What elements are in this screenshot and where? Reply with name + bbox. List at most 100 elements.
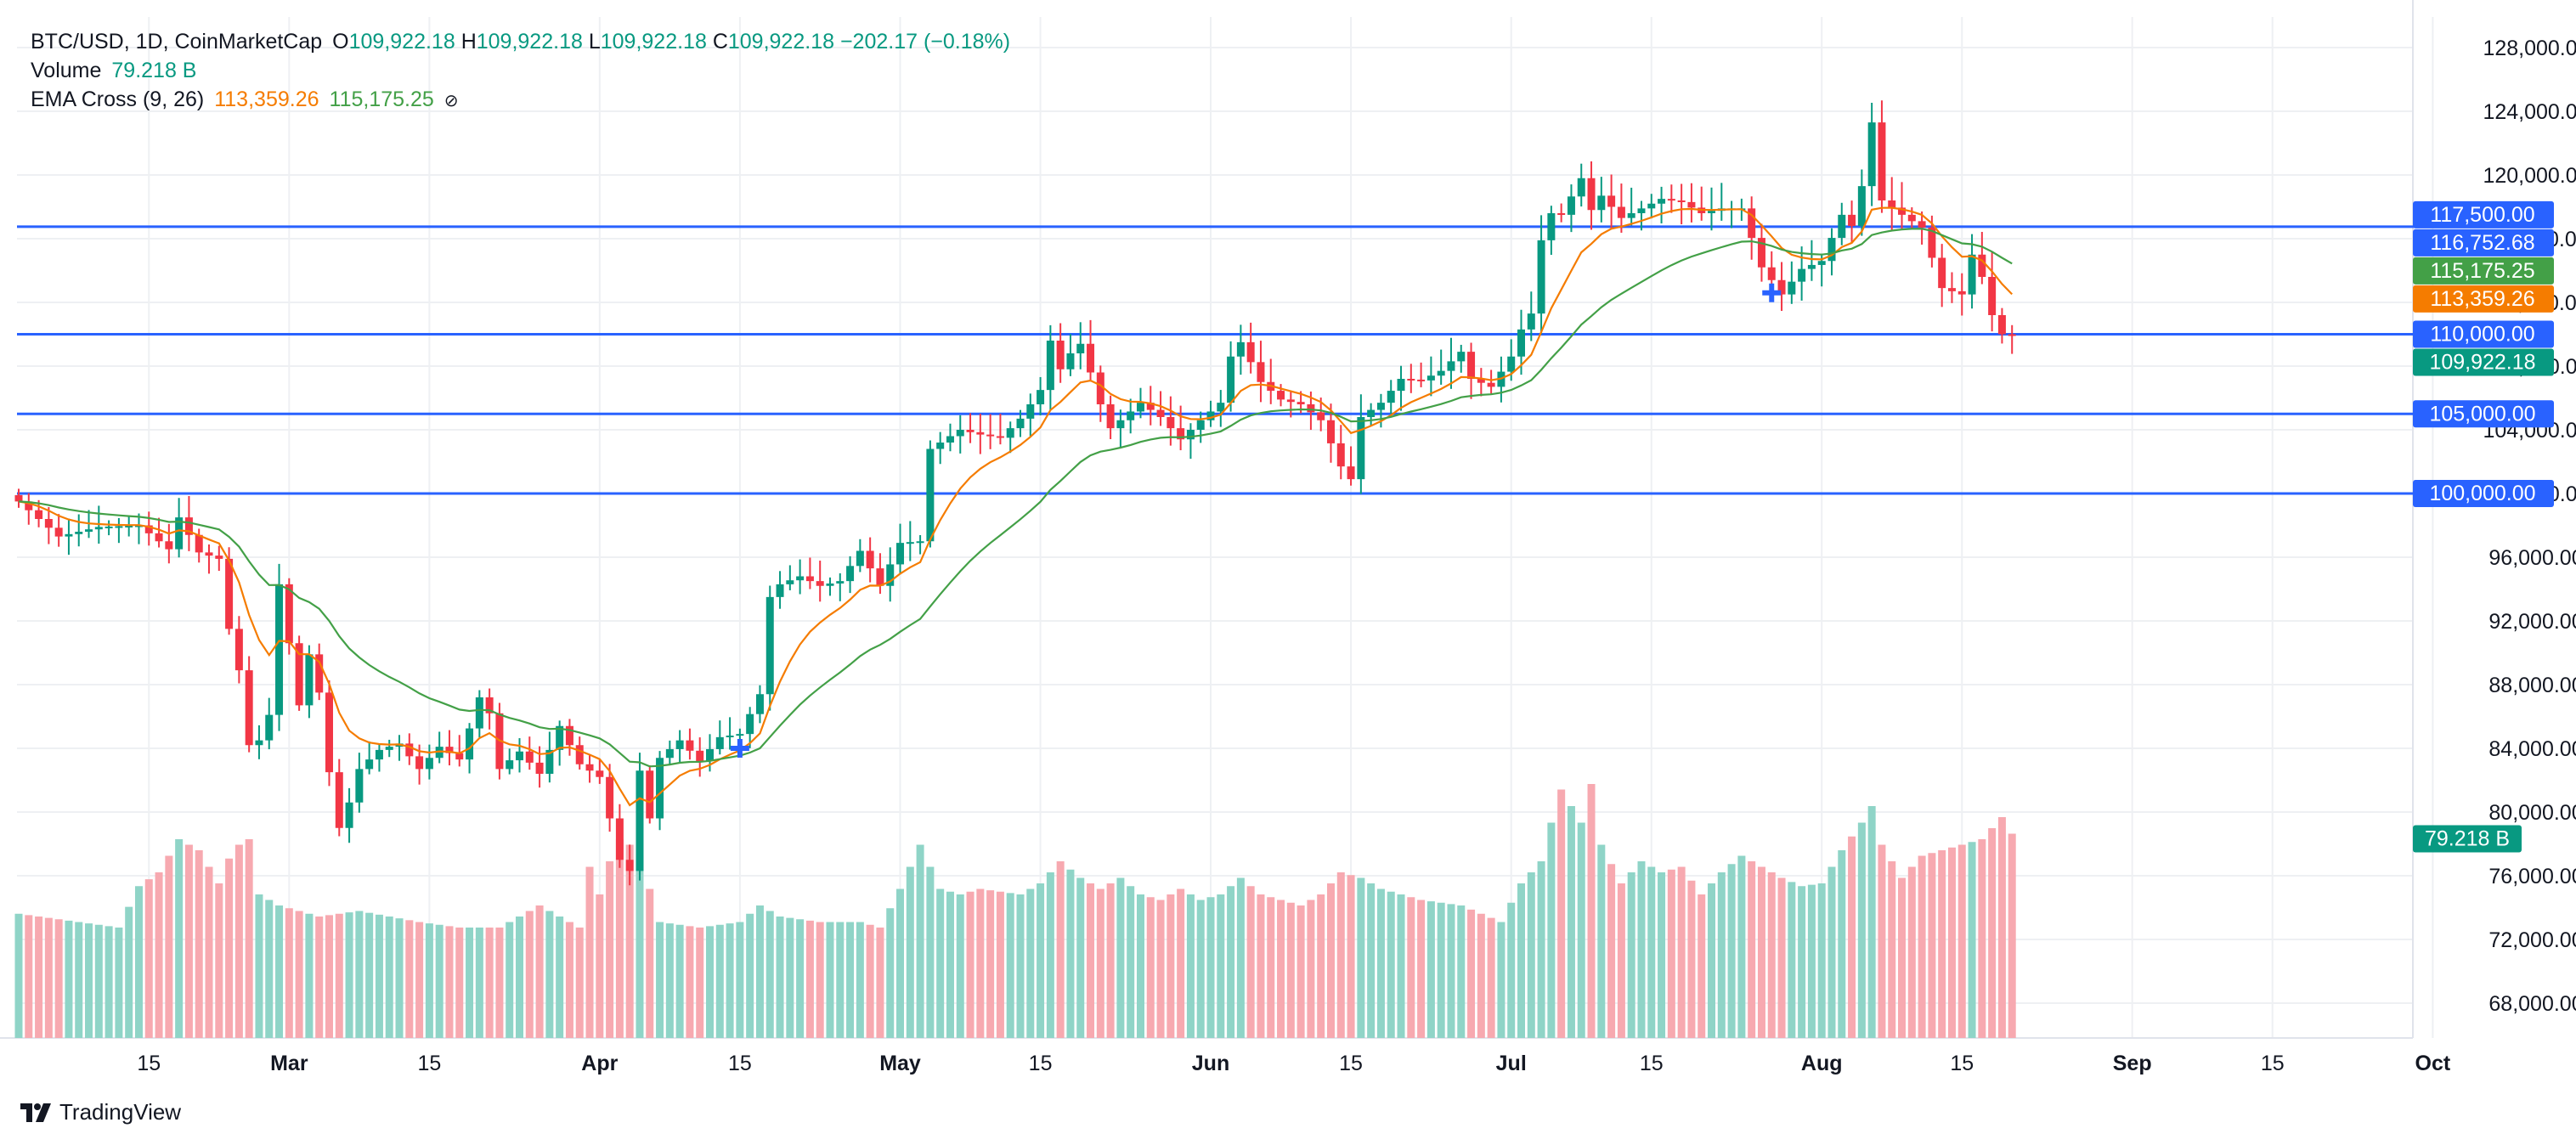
volume-bar bbox=[1777, 877, 1786, 1038]
volume-bar bbox=[375, 914, 383, 1038]
candle-body bbox=[1056, 341, 1065, 369]
tradingview-logo[interactable]: TradingView bbox=[20, 1099, 181, 1125]
candle-body bbox=[1066, 353, 1075, 369]
candle-body bbox=[1387, 391, 1395, 403]
volume-bar bbox=[1567, 806, 1575, 1038]
candle-body bbox=[85, 529, 93, 532]
volume-bar bbox=[1497, 922, 1505, 1038]
candle-body bbox=[1807, 264, 1816, 269]
volume-bar bbox=[1257, 894, 1265, 1038]
volume-bar bbox=[395, 918, 404, 1038]
volume-bar bbox=[516, 917, 523, 1038]
candle-body bbox=[1376, 403, 1385, 410]
candle-body bbox=[1136, 403, 1144, 412]
candles[interactable] bbox=[14, 100, 2016, 886]
candle-body bbox=[946, 436, 954, 443]
volume-bar bbox=[606, 861, 614, 1038]
hide-indicator-icon[interactable]: ⊘ bbox=[443, 92, 459, 110]
volume-bar bbox=[876, 928, 884, 1038]
time-tick-label: Jun bbox=[1192, 1052, 1229, 1075]
volume-bar bbox=[585, 866, 594, 1038]
volume-bar bbox=[1867, 806, 1876, 1038]
candle-body bbox=[646, 770, 654, 819]
volume-bar bbox=[816, 922, 824, 1038]
volume-bar bbox=[94, 924, 103, 1038]
candle-body bbox=[1918, 221, 1926, 228]
volume-bar bbox=[1968, 842, 1976, 1038]
candle-body bbox=[1016, 418, 1025, 429]
price-tick-label: 124,000.00 bbox=[2483, 100, 2576, 124]
volume-bar bbox=[445, 926, 454, 1038]
volume-bar bbox=[1267, 897, 1275, 1038]
candle-body bbox=[35, 510, 43, 519]
price-tick-label: 84,000.00 bbox=[2488, 737, 2576, 761]
volume-bar bbox=[1607, 864, 1616, 1038]
time-tick-label: 15 bbox=[1029, 1052, 1053, 1075]
time-tick-label: 15 bbox=[1950, 1052, 1974, 1075]
volume-bar bbox=[596, 894, 604, 1038]
candle-body bbox=[776, 584, 784, 597]
candle-body bbox=[1667, 199, 1675, 201]
volume-bar bbox=[786, 917, 794, 1038]
ema-label[interactable]: EMA Cross (9, 26) bbox=[31, 87, 205, 111]
volume-bar bbox=[1326, 883, 1335, 1038]
candle-body bbox=[1567, 196, 1575, 215]
candle-body bbox=[1957, 290, 1966, 295]
candle-body bbox=[1587, 178, 1596, 211]
candle-body bbox=[1037, 390, 1045, 404]
volume-label[interactable]: Volume bbox=[31, 59, 102, 82]
volume-bar bbox=[1367, 883, 1376, 1038]
candle-body bbox=[1196, 420, 1205, 430]
price-badge-label: 109,922.18 bbox=[2429, 351, 2535, 375]
volume-bar bbox=[1507, 902, 1516, 1038]
candle-body bbox=[755, 694, 764, 714]
volume-bar bbox=[1087, 883, 1095, 1038]
volume-bar bbox=[144, 879, 153, 1038]
time-axis[interactable]: 15 Mar 15 Apr 15 May 15 Jun 15 Jul 15 Aug 15 Sep 15 Oct bbox=[137, 1052, 2451, 1075]
candle-body bbox=[215, 556, 223, 559]
volume-bar bbox=[54, 919, 63, 1038]
volume-bar bbox=[2008, 833, 2016, 1038]
candle-body bbox=[375, 749, 383, 760]
candle-body bbox=[585, 764, 594, 771]
candle-body bbox=[1397, 379, 1405, 392]
price-badge-label: 100,000.00 bbox=[2429, 482, 2535, 505]
volume-badge bbox=[2413, 825, 2522, 853]
price-axis[interactable]: 68,000.00 72,000.00 76,000.00 80,000.00 84,0… bbox=[2483, 37, 2576, 1016]
ema-slow-value: 115,175.25 bbox=[329, 87, 434, 111]
candle-body bbox=[1907, 214, 1916, 222]
candle-body bbox=[1798, 268, 1806, 282]
volume-bar bbox=[495, 928, 504, 1038]
volume-bar bbox=[846, 922, 855, 1038]
volume-bar bbox=[636, 855, 644, 1038]
candle-body bbox=[1146, 403, 1155, 410]
volume-bar bbox=[886, 908, 895, 1038]
symbol-title[interactable]: BTC/USD, 1D, CoinMarketCap bbox=[31, 30, 323, 54]
volume-bar bbox=[1136, 894, 1144, 1038]
candle-body bbox=[345, 802, 353, 828]
horizontal-lines[interactable] bbox=[17, 225, 2430, 495]
volume-bar bbox=[656, 922, 664, 1038]
volume-bar bbox=[255, 894, 263, 1038]
candle-body bbox=[1257, 362, 1265, 382]
price-tick-label: 80,000.00 bbox=[2488, 801, 2576, 825]
candle-body bbox=[265, 714, 274, 741]
time-tick-label: 15 bbox=[2261, 1052, 2285, 1075]
volume-badge-label: 79.218 B bbox=[2425, 827, 2510, 851]
volume-bar bbox=[1597, 844, 1606, 1038]
volume-bar bbox=[1397, 894, 1405, 1038]
candle-body bbox=[25, 501, 33, 510]
candle-body bbox=[1467, 352, 1476, 379]
volume-bar bbox=[1206, 897, 1215, 1038]
candle-body bbox=[1447, 361, 1455, 371]
volume-bar bbox=[1577, 822, 1585, 1038]
volume-bar bbox=[696, 928, 704, 1038]
candle-body bbox=[1167, 417, 1175, 429]
cross-marker-icon bbox=[1762, 283, 1782, 302]
volume-row: Volume 79.218 B bbox=[31, 56, 1010, 85]
candle-body bbox=[365, 759, 374, 770]
volume-bar bbox=[1116, 877, 1125, 1038]
candle-body bbox=[1277, 391, 1285, 400]
volume-value: 79.218 B bbox=[111, 59, 197, 82]
